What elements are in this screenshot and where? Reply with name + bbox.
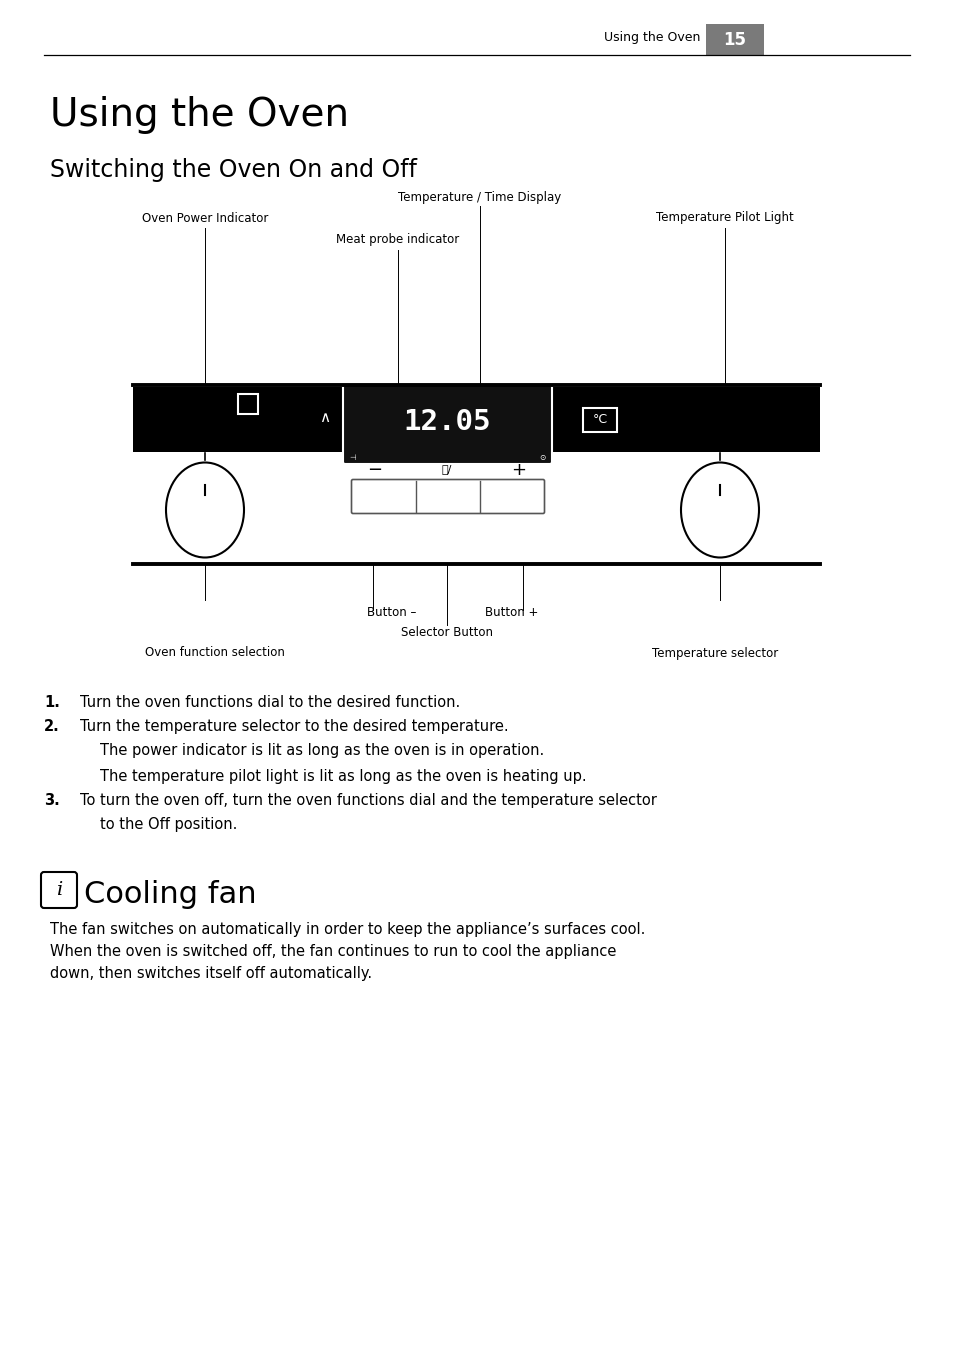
Text: 12.05: 12.05 [403,408,491,437]
Text: Temperature selector: Temperature selector [651,646,778,660]
Text: 15: 15 [722,31,745,49]
Text: Temperature / Time Display: Temperature / Time Display [398,191,561,204]
Text: Switching the Oven On and Off: Switching the Oven On and Off [50,158,416,183]
Text: Oven function selection: Oven function selection [145,646,285,660]
FancyBboxPatch shape [132,387,820,452]
Text: Selector Button: Selector Button [400,626,493,638]
Text: Button +: Button + [485,606,538,618]
Text: ∧: ∧ [319,411,331,426]
Text: Turn the oven functions dial to the desired function.: Turn the oven functions dial to the desi… [80,695,459,710]
Text: Using the Oven: Using the Oven [603,31,700,45]
FancyBboxPatch shape [351,480,544,514]
Text: The fan switches on automatically in order to keep the appliance’s surfaces cool: The fan switches on automatically in ord… [50,922,644,937]
FancyBboxPatch shape [343,385,552,464]
Text: °C: °C [592,412,607,426]
Text: The temperature pilot light is lit as long as the oven is heating up.: The temperature pilot light is lit as lo… [100,769,586,784]
Text: to the Off position.: to the Off position. [100,817,237,831]
Text: Button –: Button – [367,606,416,618]
Text: The power indicator is lit as long as the oven is in operation.: The power indicator is lit as long as th… [100,744,543,758]
Text: ⏻∕: ⏻∕ [441,465,452,475]
Text: Meat probe indicator: Meat probe indicator [336,234,459,246]
Text: Oven Power Indicator: Oven Power Indicator [142,211,268,224]
Text: i: i [56,882,62,899]
Text: −: − [367,461,382,479]
Ellipse shape [680,462,759,557]
Text: To turn the oven off, turn the oven functions dial and the temperature selector: To turn the oven off, turn the oven func… [80,794,657,808]
Text: 2.: 2. [44,719,60,734]
Text: down, then switches itself off automatically.: down, then switches itself off automatic… [50,965,372,982]
Text: 1.: 1. [44,695,60,710]
Text: +: + [511,461,526,479]
FancyBboxPatch shape [705,24,763,55]
Text: When the oven is switched off, the fan continues to run to cool the appliance: When the oven is switched off, the fan c… [50,944,616,959]
Text: Using the Oven: Using the Oven [50,96,349,134]
Text: ⊙: ⊙ [538,453,544,462]
Ellipse shape [166,462,244,557]
Text: ⊣: ⊣ [350,453,355,462]
Text: Temperature Pilot Light: Temperature Pilot Light [656,211,793,224]
Text: 3.: 3. [44,794,60,808]
Text: Cooling fan: Cooling fan [84,880,256,909]
Text: Turn the temperature selector to the desired temperature.: Turn the temperature selector to the des… [80,719,508,734]
